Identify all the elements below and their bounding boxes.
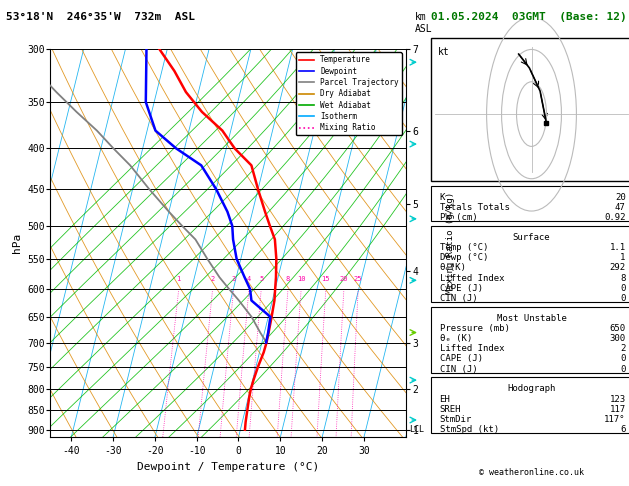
Text: © weatheronline.co.uk: © weatheronline.co.uk [479,468,584,476]
Text: Lifted Index: Lifted Index [440,344,504,353]
Text: 2: 2 [211,276,214,282]
Text: 0.92: 0.92 [604,213,626,222]
Text: Hodograph: Hodograph [508,384,555,393]
Text: Lifted Index: Lifted Index [440,274,504,282]
Text: 5: 5 [259,276,264,282]
Text: CIN (J): CIN (J) [440,294,477,303]
Text: 25: 25 [354,276,362,282]
Text: 2: 2 [620,344,626,353]
Text: Temp (°C): Temp (°C) [440,243,488,252]
Text: Surface: Surface [513,233,550,242]
Text: 47: 47 [615,203,626,212]
Text: 1.1: 1.1 [610,243,626,252]
Text: 0: 0 [620,354,626,364]
Text: 8: 8 [620,274,626,282]
Bar [431,186,629,221]
Text: StmDir: StmDir [440,415,472,424]
Text: CAPE (J): CAPE (J) [440,284,482,293]
Text: EH: EH [440,395,450,403]
Text: 1: 1 [177,276,181,282]
Text: km
ASL: km ASL [415,12,433,34]
Text: PW (cm): PW (cm) [440,213,477,222]
Text: 0: 0 [620,364,626,374]
Text: CIN (J): CIN (J) [440,364,477,374]
Bar [431,38,629,181]
Text: 20: 20 [615,193,626,202]
Text: 650: 650 [610,324,626,333]
Text: 20: 20 [340,276,348,282]
X-axis label: Dewpoint / Temperature (°C): Dewpoint / Temperature (°C) [137,462,319,472]
Text: 0: 0 [620,294,626,303]
Text: Pressure (mb): Pressure (mb) [440,324,509,333]
Text: 123: 123 [610,395,626,403]
Text: 01.05.2024  03GMT  (Base: 12): 01.05.2024 03GMT (Base: 12) [431,12,626,22]
Text: θₑ(K): θₑ(K) [440,263,467,272]
Text: StmSpd (kt): StmSpd (kt) [440,425,499,434]
Bar [431,377,629,433]
Text: SREH: SREH [440,405,461,414]
Text: 292: 292 [610,263,626,272]
Text: 6: 6 [620,425,626,434]
Bar [431,307,629,373]
Text: LCL: LCL [409,425,424,434]
Text: CAPE (J): CAPE (J) [440,354,482,364]
Text: Most Unstable: Most Unstable [496,314,567,323]
Y-axis label: Mixing Ratio (g/kg): Mixing Ratio (g/kg) [447,192,455,294]
Text: kt: kt [437,47,449,57]
Text: 4: 4 [247,276,251,282]
Text: Dewp (°C): Dewp (°C) [440,253,488,262]
Text: 1: 1 [620,253,626,262]
Text: 8: 8 [286,276,290,282]
Text: Totals Totals: Totals Totals [440,203,509,212]
Text: 15: 15 [321,276,330,282]
Text: 0: 0 [620,284,626,293]
Text: 117°: 117° [604,415,626,424]
Text: 53°18'N  246°35'W  732m  ASL: 53°18'N 246°35'W 732m ASL [6,12,195,22]
Text: 117: 117 [610,405,626,414]
Text: 300: 300 [610,334,626,343]
Text: θₑ (K): θₑ (K) [440,334,472,343]
Bar [431,226,629,302]
Text: 10: 10 [297,276,306,282]
Legend: Temperature, Dewpoint, Parcel Trajectory, Dry Adiabat, Wet Adiabat, Isotherm, Mi: Temperature, Dewpoint, Parcel Trajectory… [296,52,402,135]
Text: K: K [440,193,445,202]
Y-axis label: hPa: hPa [11,233,21,253]
Text: 3: 3 [231,276,236,282]
